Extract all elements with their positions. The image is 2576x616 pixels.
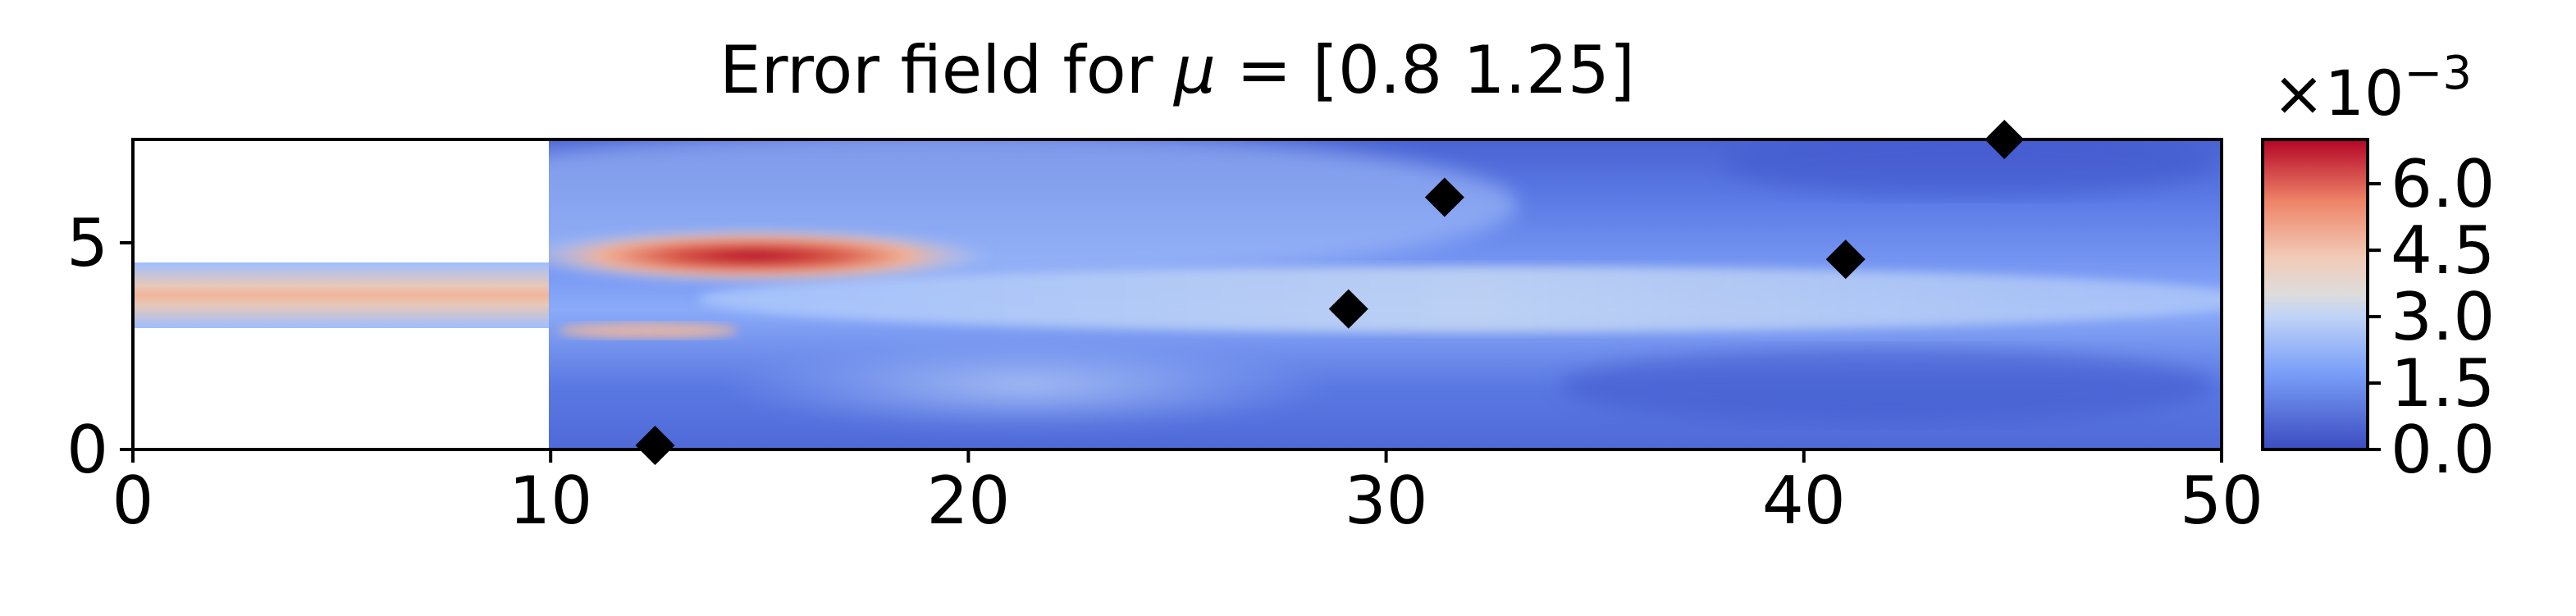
colorbar: 0.01.53.04.56.0 ×10−3: [2261, 47, 2495, 488]
error-field-main: [549, 139, 2222, 449]
sensor-markers: [635, 120, 2025, 465]
sensor-marker: [1985, 120, 2025, 159]
colorbar-multiplier-base: ×10: [2272, 57, 2404, 130]
x-tick-label: 40: [1762, 463, 1846, 539]
sensor-marker: [1825, 240, 1866, 280]
colorbar-ticks: 0.01.53.04.56.0: [2368, 146, 2495, 488]
y-tick-label: 0: [66, 412, 108, 488]
colorbar-tick-label: 6.0: [2391, 146, 2495, 222]
x-axis: 0 10 20 30 40 50: [112, 449, 2263, 539]
colorbar-tick-label: 1.5: [2391, 345, 2495, 422]
colorbar-tick-label: 4.5: [2391, 212, 2495, 289]
x-tick-label: 10: [509, 463, 592, 539]
sensor-marker: [635, 425, 675, 465]
colorbar-tick-label: 3.0: [2391, 279, 2495, 355]
axes-frame: [131, 138, 2223, 451]
sensor-marker: [1424, 177, 1464, 217]
x-tick-label: 20: [927, 463, 1011, 539]
x-tick-label: 0: [112, 463, 154, 539]
sensor-marker: [1328, 289, 1368, 329]
title-mu-symbol: μ: [1172, 32, 1216, 108]
x-tick-label: 50: [2180, 463, 2263, 539]
colorbar-gradient: [2261, 138, 2369, 451]
title-suffix: = [0.8 1.25]: [1216, 32, 1635, 108]
x-tick-label: 30: [1345, 463, 1428, 539]
colorbar-multiplier: ×10−3: [2272, 47, 2472, 130]
colorbar-tick-label: 0.0: [2391, 412, 2495, 488]
y-axis: 05: [66, 205, 133, 488]
error-field-inlet: [133, 262, 549, 328]
title-prefix: Error field for: [719, 32, 1174, 108]
colorbar-multiplier-exponent: −3: [2404, 47, 2472, 100]
chart-title: Error field for μ = [0.8 1.25]: [719, 32, 1635, 108]
y-tick-label: 5: [66, 205, 108, 281]
